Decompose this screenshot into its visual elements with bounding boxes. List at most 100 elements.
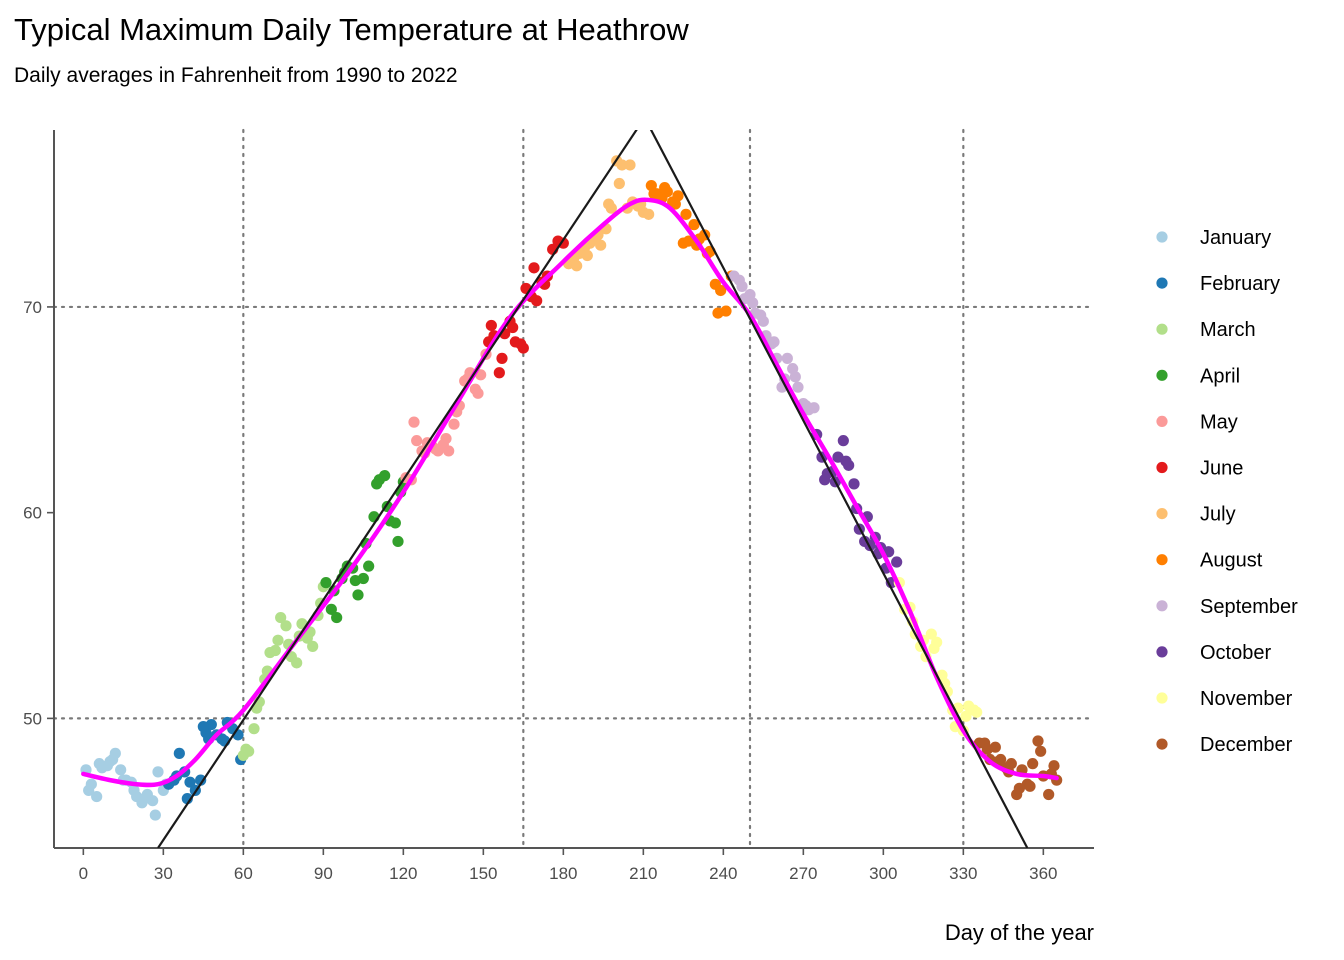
- point: [349, 574, 361, 587]
- point: [448, 418, 460, 430]
- series-august: [645, 179, 737, 319]
- x-tick-label: 300: [869, 864, 897, 883]
- point: [757, 315, 769, 327]
- legend-label: September: [1200, 596, 1298, 618]
- point: [603, 198, 615, 210]
- point: [115, 764, 127, 776]
- point: [389, 517, 401, 529]
- x-tick-label: 180: [549, 864, 577, 883]
- legend-label: February: [1200, 273, 1280, 295]
- y-tick-label: 50: [23, 709, 42, 728]
- point: [595, 239, 607, 251]
- legend-label: October: [1200, 642, 1271, 664]
- point: [648, 188, 660, 200]
- point: [581, 249, 593, 262]
- point: [571, 260, 583, 272]
- point: [528, 262, 540, 274]
- point: [443, 445, 455, 457]
- reference-line-group: [157, 130, 1029, 848]
- point: [1035, 745, 1047, 757]
- point: [624, 159, 636, 171]
- point: [272, 634, 284, 646]
- point: [688, 219, 700, 231]
- reference-line-2: [649, 130, 1029, 848]
- point: [195, 774, 207, 786]
- point: [173, 747, 185, 759]
- point: [320, 577, 332, 589]
- point: [1013, 782, 1025, 794]
- legend-key: [1156, 369, 1168, 381]
- legend-key: [1156, 646, 1168, 658]
- series-march: [237, 581, 329, 762]
- point: [496, 352, 508, 364]
- x-tick-label: 360: [1029, 864, 1057, 883]
- legend: January February March April May June July Augu…: [1156, 227, 1298, 756]
- legend-label: November: [1200, 688, 1293, 710]
- guide-lines: [52, 128, 1096, 850]
- point: [149, 809, 161, 821]
- point: [352, 589, 364, 601]
- legend-item-october: October: [1156, 642, 1271, 664]
- point: [184, 776, 196, 788]
- point: [643, 208, 655, 220]
- x-tick-label: 90: [314, 864, 333, 883]
- point: [93, 758, 105, 770]
- point: [371, 478, 383, 490]
- point: [1043, 788, 1055, 801]
- point: [493, 367, 505, 379]
- legend-item-january: January: [1156, 227, 1271, 249]
- legend-item-may: May: [1156, 411, 1238, 433]
- point: [848, 478, 860, 490]
- point: [800, 400, 812, 412]
- point: [104, 755, 116, 768]
- legend-label: April: [1200, 365, 1240, 387]
- smooth-line: [81, 197, 1059, 788]
- point: [83, 784, 95, 796]
- point: [517, 342, 529, 354]
- x-tick-label: 120: [389, 864, 417, 883]
- legend-label: June: [1200, 458, 1243, 480]
- chart-subtitle: Daily averages in Fahrenheit from 1990 t…: [14, 64, 458, 87]
- series-september: [728, 270, 820, 416]
- point: [531, 295, 543, 307]
- point: [925, 628, 937, 640]
- x-tick-label: 210: [629, 864, 657, 883]
- point: [408, 416, 420, 428]
- legend-label: March: [1200, 319, 1256, 341]
- point: [837, 435, 849, 447]
- point: [109, 747, 121, 759]
- legend-label: May: [1200, 411, 1238, 433]
- point: [291, 657, 303, 669]
- point: [616, 159, 628, 171]
- x-tick-label: 60: [234, 864, 253, 883]
- legend-label: July: [1200, 504, 1236, 526]
- point: [507, 321, 519, 334]
- x-tick-label: 0: [79, 864, 88, 883]
- legend-item-june: June: [1156, 458, 1243, 480]
- point: [440, 432, 452, 445]
- legend-key: [1156, 323, 1168, 335]
- point: [971, 706, 983, 718]
- point: [240, 743, 252, 755]
- point: [928, 642, 940, 655]
- legend-key: [1156, 461, 1168, 474]
- point: [269, 644, 281, 657]
- legend-key: [1156, 415, 1168, 427]
- point: [128, 784, 140, 796]
- legend-key: [1156, 600, 1168, 612]
- legend-key: [1156, 554, 1168, 566]
- point: [768, 336, 780, 348]
- point: [411, 435, 423, 447]
- point: [1027, 758, 1039, 770]
- y-tick-label: 60: [23, 504, 42, 523]
- point: [557, 237, 569, 249]
- legend-key: [1156, 277, 1168, 289]
- point: [712, 307, 724, 319]
- legend-key: [1156, 507, 1168, 520]
- x-axis-label: Day of the year: [945, 920, 1094, 945]
- legend-item-april: April: [1156, 365, 1240, 387]
- point: [680, 208, 692, 220]
- x-tick-label: 270: [789, 864, 817, 883]
- legend-key: [1156, 692, 1168, 704]
